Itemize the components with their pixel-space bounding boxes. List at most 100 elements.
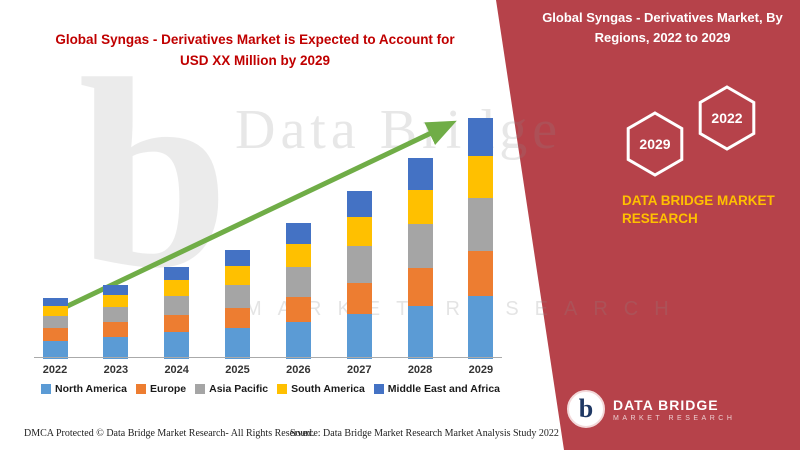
x-axis-label: 2024 [164,364,189,376]
bar-segment [164,332,190,359]
bar-stack [103,284,129,359]
legend-label: Middle East and Africa [387,383,501,395]
bar-segment [468,118,494,157]
bar-segment [164,315,190,333]
legend-swatch [195,384,206,394]
legend-swatch [277,384,288,394]
bar-segment [285,322,311,359]
x-axis-label: 2027 [346,364,372,376]
bar-stack [42,297,68,359]
bar-segment [346,314,372,359]
bar-stack [164,267,190,359]
bar-segment [346,190,372,218]
hexagon-2022-label: 2022 [711,110,742,126]
hexagon-2029-label: 2029 [639,136,670,152]
legend-item: South America [277,383,365,395]
bar-column: 2028 [403,158,437,378]
legend: North America Europe Asia Pacific South Ame… [18,383,523,395]
bar-segment [346,217,372,246]
bar-column: 2024 [160,267,194,378]
banner-title: Global Syngas - Derivatives Market, By R… [542,10,783,46]
brand-text: DATA BRIDGE MARKET RESEARCH [622,193,775,227]
bar-segment [285,223,311,244]
logo-text-block: DATA BRIDGE MARKET RESEARCH [613,397,735,422]
source-footer-text: Source: Data Bridge Market Research Mark… [290,428,559,439]
legend-item: North America [40,383,127,395]
chart-title-line2: USD XX Million by 2029 [179,52,331,68]
bar-segment [42,305,68,317]
bar-segment [164,295,190,316]
bar-segment [103,322,129,337]
x-axis-label: 2026 [286,364,311,376]
x-axis-line [34,357,502,358]
chart-title-line1: Global Syngas - Derivatives Market is Ex… [55,32,455,47]
bar-segment [346,282,372,315]
bar-segment [103,336,129,359]
logo-title: DATA BRIDGE [613,396,719,413]
chart-title: Global Syngas - Derivatives Market is Ex… [15,30,495,72]
bar-segment [468,156,494,198]
bar-segment [42,328,68,341]
legend-swatch [135,384,146,394]
bar-segment [164,280,190,296]
bar-column: 2027 [342,190,376,378]
bar-column: 2023 [99,284,133,378]
bar-segment [468,197,494,251]
bar-segment [103,307,129,323]
bar-segment [103,284,129,295]
bar-segment [225,249,251,267]
legend-item: Asia Pacific [195,383,268,395]
data-bridge-logo: b DATA BRIDGE MARKET RESEARCH [567,390,735,428]
bar-segment [407,224,433,269]
bar-column: 2029 [464,118,498,378]
legend-swatch [373,384,384,394]
bar-segment [225,284,251,309]
logo-circle-icon: b [567,390,605,428]
bar-segment [164,267,190,281]
bar-segment [225,266,251,285]
dmca-footer-text: DMCA Protected © Data Bridge Market Rese… [24,428,315,439]
bar-segment [407,158,433,190]
year-hexagons: 2029 2022 [626,85,756,177]
legend-item: Middle East and Africa [373,383,501,395]
hexagon-2029-shape [626,111,684,177]
bar-segment [346,245,372,283]
bar-stack [285,223,311,359]
bar-segment [468,295,494,359]
bar-segment [468,250,494,296]
bar-segment [407,268,433,306]
legend-label: South America [291,383,365,395]
bar-segment [42,316,68,329]
x-axis-label: 2025 [225,364,250,376]
bar-segment [42,340,68,359]
bar-segment [42,297,68,306]
trend-arrow [53,120,457,315]
bar-segment [225,328,251,359]
x-axis-label: 2022 [42,364,68,376]
bar-column: 2026 [281,223,315,378]
legend-label: North America [54,383,127,395]
bar-segment [103,294,129,307]
bar-column: 2025 [221,249,255,378]
bar-stack [225,249,251,359]
bar-segment [225,308,251,329]
bar-segment [285,296,311,323]
bar-stack [468,118,494,359]
hexagon-2022-shape [698,85,756,151]
bar-stack [346,190,372,359]
bar-segment [407,189,433,225]
bar-chart: 2022 2023 2024 2025 2026 2027 2028 2029 [38,88,498,378]
logo-subtitle: MARKET RESEARCH [613,414,736,422]
legend-label: Europe [149,383,187,395]
bar-stack [407,158,433,359]
bar-segment [407,305,433,359]
legend-swatch [40,384,51,394]
x-axis-label: 2029 [468,364,494,376]
bar-segment [285,267,311,297]
x-axis-label: 2028 [407,364,433,376]
logo-b-glyph: b [578,394,594,423]
bar-column: 2022 [38,297,72,378]
x-axis-label: 2023 [103,364,129,376]
bar-segment [285,243,311,268]
